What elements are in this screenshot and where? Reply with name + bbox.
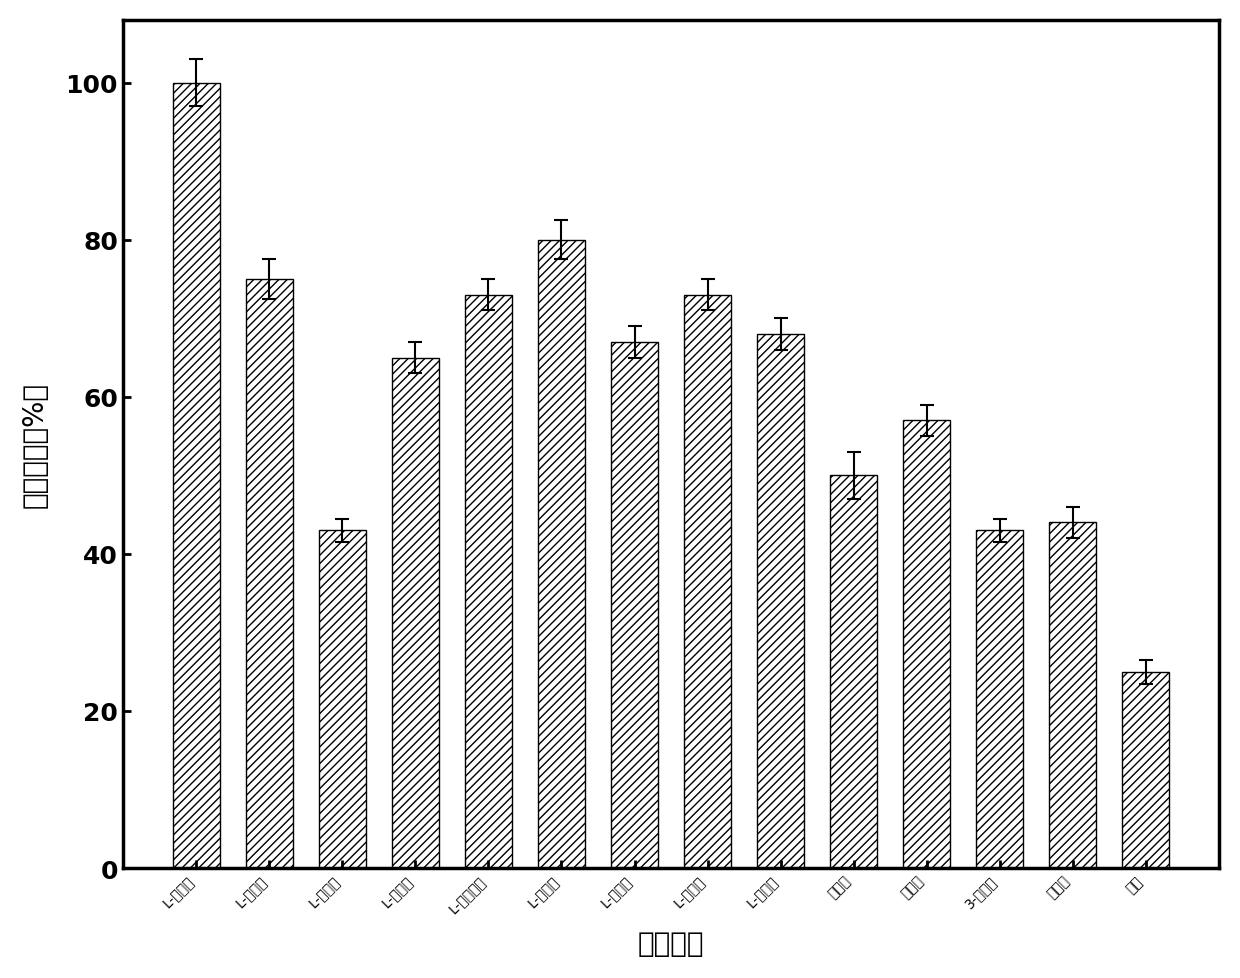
Bar bbox=[538, 241, 585, 868]
Bar bbox=[1122, 672, 1169, 868]
Bar bbox=[611, 342, 658, 868]
Bar bbox=[465, 295, 512, 868]
Bar bbox=[319, 531, 366, 868]
Bar bbox=[1049, 523, 1096, 868]
Bar bbox=[246, 280, 293, 868]
Bar bbox=[830, 476, 877, 868]
Bar bbox=[903, 421, 950, 868]
Bar bbox=[976, 531, 1023, 868]
X-axis label: 氨基供体: 氨基供体 bbox=[637, 929, 704, 957]
Bar bbox=[392, 358, 439, 868]
Y-axis label: 相对酶活（%）: 相对酶活（%） bbox=[21, 381, 48, 508]
Bar bbox=[683, 295, 732, 868]
Bar bbox=[172, 83, 221, 868]
Bar bbox=[756, 334, 805, 868]
